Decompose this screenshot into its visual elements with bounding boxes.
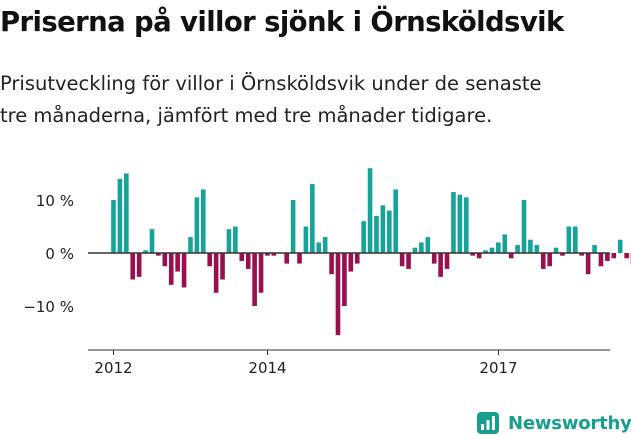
bar (617, 239, 623, 253)
y-tick-label: 0 % (45, 245, 74, 263)
bar (483, 250, 488, 253)
bar (540, 253, 546, 269)
bar (316, 242, 322, 253)
bar (239, 253, 245, 261)
bar (124, 173, 129, 253)
bar (181, 253, 187, 288)
bar (470, 253, 475, 256)
bar (463, 197, 469, 253)
bar (226, 229, 232, 253)
bar (156, 253, 161, 256)
bar (406, 253, 411, 269)
bar (188, 237, 193, 253)
bar (175, 253, 180, 272)
bar (560, 253, 565, 256)
bar (297, 253, 302, 264)
x-tick-label: 2014 (248, 359, 286, 377)
axes-group: −10 %0 %10 %201220142017201920222024−6 % (23, 192, 610, 377)
bar (508, 253, 514, 259)
subtitle-line-1: Prisutveckling för villor i Örnsköldsvik… (0, 72, 542, 95)
bar (290, 200, 296, 253)
bar (374, 215, 379, 253)
bar (605, 253, 610, 261)
bar (310, 184, 315, 253)
bar (585, 253, 591, 275)
bar (245, 253, 251, 269)
bar (547, 253, 552, 267)
bar (457, 194, 463, 253)
bar (521, 200, 527, 253)
y-tick-label: 10 % (36, 192, 74, 210)
bar (598, 253, 604, 267)
bar (444, 253, 450, 269)
bar (252, 253, 257, 306)
page-subtitle: Prisutveckling för villor i Örnsköldsvik… (0, 68, 631, 132)
bar (579, 253, 585, 256)
bar (502, 234, 508, 253)
bar (419, 242, 424, 253)
bar (168, 253, 174, 285)
y-tick-label: −10 % (23, 298, 74, 316)
bar (354, 253, 360, 264)
bars-group (111, 168, 631, 336)
bar (335, 253, 341, 336)
newsworthy-logo-text: Newsworthy (508, 412, 631, 434)
bar (624, 253, 629, 259)
bar (393, 189, 399, 253)
x-tick-label: 2017 (479, 359, 517, 377)
bar (515, 245, 520, 253)
bar (534, 245, 540, 253)
bar (348, 253, 354, 272)
bar (265, 253, 270, 256)
bar (489, 247, 495, 253)
bar (412, 247, 418, 253)
bar (233, 226, 238, 253)
newsworthy-logo: Newsworthy (476, 410, 631, 436)
bar (149, 229, 155, 253)
bar (476, 253, 482, 259)
bar (258, 253, 264, 293)
bar (496, 242, 501, 253)
bar (361, 221, 366, 253)
newsworthy-logo-icon (477, 412, 499, 434)
bar (111, 200, 116, 253)
bar (566, 226, 572, 253)
bar (431, 253, 437, 264)
bar (438, 253, 443, 277)
bar (162, 253, 168, 267)
bar (342, 253, 347, 306)
bar (553, 247, 559, 253)
bar (194, 197, 200, 253)
bar (117, 178, 123, 253)
bar (380, 205, 386, 253)
bar (329, 253, 334, 275)
bar (130, 253, 136, 280)
bar (143, 250, 148, 253)
bar (425, 237, 431, 253)
bar (611, 253, 617, 259)
bar (220, 253, 225, 280)
bar (284, 253, 289, 264)
bar (207, 253, 213, 267)
bar (573, 226, 578, 253)
bar (387, 210, 392, 253)
bar (213, 253, 219, 293)
bar (271, 253, 277, 256)
page-title: Priserna på villor sjönk i Örnsköldsvik (0, 6, 564, 38)
bar (399, 253, 405, 267)
bar (200, 189, 206, 253)
bar (451, 192, 456, 253)
bar (136, 253, 142, 277)
bar (303, 226, 309, 253)
bar (528, 239, 533, 253)
bar (322, 237, 328, 253)
subtitle-line-2: tre månaderna, jämfört med tre månader t… (0, 104, 493, 127)
x-tick-label: 2012 (94, 359, 132, 377)
price-change-bar-chart: −10 %0 %10 %201220142017201920222024−6 % (23, 168, 631, 377)
bar (592, 245, 597, 253)
bar (367, 168, 373, 253)
